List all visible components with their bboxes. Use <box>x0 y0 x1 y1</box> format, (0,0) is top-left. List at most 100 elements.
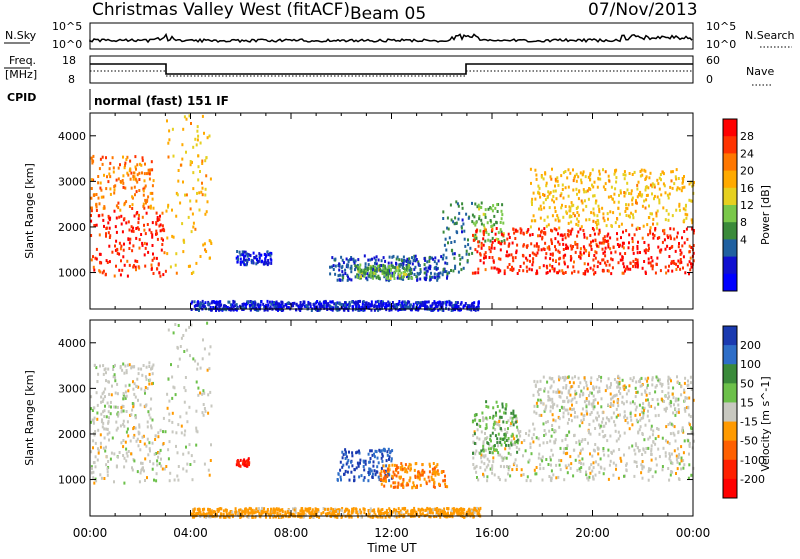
power-cell <box>155 221 157 224</box>
power-cell <box>604 188 606 191</box>
velocity-cell <box>620 460 622 463</box>
velocity-cell <box>365 463 367 466</box>
velocity-cell <box>679 478 681 481</box>
power-cell <box>240 261 242 264</box>
velocity-cell <box>675 440 677 443</box>
cpid-value: normal (fast) 151 IF <box>94 94 229 108</box>
power-cell <box>246 259 248 262</box>
power-cell <box>550 175 552 178</box>
power-cell <box>116 179 118 182</box>
power-ytick-label: 1000 <box>58 267 86 280</box>
velocity-cell <box>374 469 376 472</box>
velocity-cell <box>153 479 155 482</box>
power-cell <box>125 221 127 224</box>
power-cell <box>447 241 449 244</box>
power-cell <box>506 238 508 241</box>
power-cell <box>671 179 673 182</box>
velocity-cell <box>140 462 142 465</box>
power-cell <box>559 219 561 222</box>
velocity-cell <box>172 412 174 415</box>
power-cell <box>523 243 525 246</box>
power-cell <box>637 266 639 269</box>
power-cell <box>592 168 594 171</box>
power-cell <box>515 251 517 254</box>
velocity-cell <box>568 418 570 421</box>
power-cell <box>240 258 242 261</box>
velocity-cell <box>574 390 576 393</box>
power-cell <box>498 241 500 244</box>
power-cell <box>679 209 681 212</box>
velocity-cell <box>648 479 650 482</box>
power-cell <box>398 258 400 261</box>
velocity-cell <box>381 460 383 463</box>
power-cell <box>446 277 448 280</box>
power-cell <box>109 234 111 237</box>
power-cell <box>620 259 622 262</box>
velocity-cell <box>678 456 680 459</box>
velocity-cell <box>625 464 627 467</box>
power-cell <box>102 219 104 222</box>
power-cell <box>643 260 645 263</box>
velocity-cell <box>607 454 609 457</box>
velocity-cell <box>509 474 511 477</box>
velocity-cell <box>560 468 562 471</box>
power-cell <box>135 168 137 171</box>
power-cell <box>631 224 633 227</box>
power-cell <box>616 218 618 221</box>
power-cell <box>239 254 241 257</box>
power-cell <box>414 266 416 269</box>
velocity-cell <box>648 402 650 405</box>
velocity-cell <box>628 446 630 449</box>
power-cell <box>440 255 442 258</box>
power-cell <box>627 268 629 271</box>
power-cell <box>625 268 627 271</box>
velocity-cell <box>550 479 552 482</box>
power-cell <box>202 244 204 247</box>
velocity-cell <box>661 398 663 401</box>
velocity-cell <box>674 425 676 428</box>
velocity-cell <box>617 404 619 407</box>
power-cell <box>632 197 634 200</box>
velocity-cell <box>156 464 158 467</box>
power-cell <box>237 258 239 261</box>
velocity-cell <box>556 404 558 407</box>
power-cell <box>644 170 646 173</box>
power-cell <box>139 238 141 241</box>
velocity-cell <box>576 401 578 404</box>
velocity-cell <box>585 471 587 474</box>
velocity-cell <box>188 451 190 454</box>
power-cell <box>660 178 662 181</box>
velocity-cell <box>521 468 523 471</box>
power-cell <box>623 246 625 249</box>
power-cell <box>537 234 539 237</box>
power-cell <box>422 301 424 304</box>
power-cell <box>151 168 153 171</box>
velocity-cell <box>97 373 99 376</box>
power-cell <box>116 231 118 234</box>
velocity-cell <box>640 463 642 466</box>
velocity-cell <box>654 407 656 410</box>
power-cell <box>208 303 210 306</box>
power-cell <box>604 219 606 222</box>
power-cell <box>554 206 556 209</box>
power-cell <box>575 188 577 191</box>
power-cell <box>393 271 395 274</box>
freq-tick-high: 18 <box>62 54 76 67</box>
power-cell <box>103 174 105 177</box>
velocity-cell <box>166 393 168 396</box>
velocity-cell <box>197 394 199 397</box>
velocity-cell <box>383 477 385 480</box>
velocity-cell <box>571 419 573 422</box>
velocity-cell <box>573 449 575 452</box>
power-colorbar-tick: 12 <box>740 199 754 212</box>
velocity-cell <box>167 407 169 410</box>
power-cell <box>212 300 214 303</box>
power-cell <box>451 302 453 305</box>
velocity-cell <box>163 417 165 420</box>
velocity-cell <box>572 398 574 401</box>
velocity-cell <box>516 464 518 467</box>
velocity-cell <box>492 406 494 409</box>
power-cell <box>96 248 98 251</box>
velocity-cell <box>678 453 680 456</box>
power-cell <box>576 180 578 183</box>
